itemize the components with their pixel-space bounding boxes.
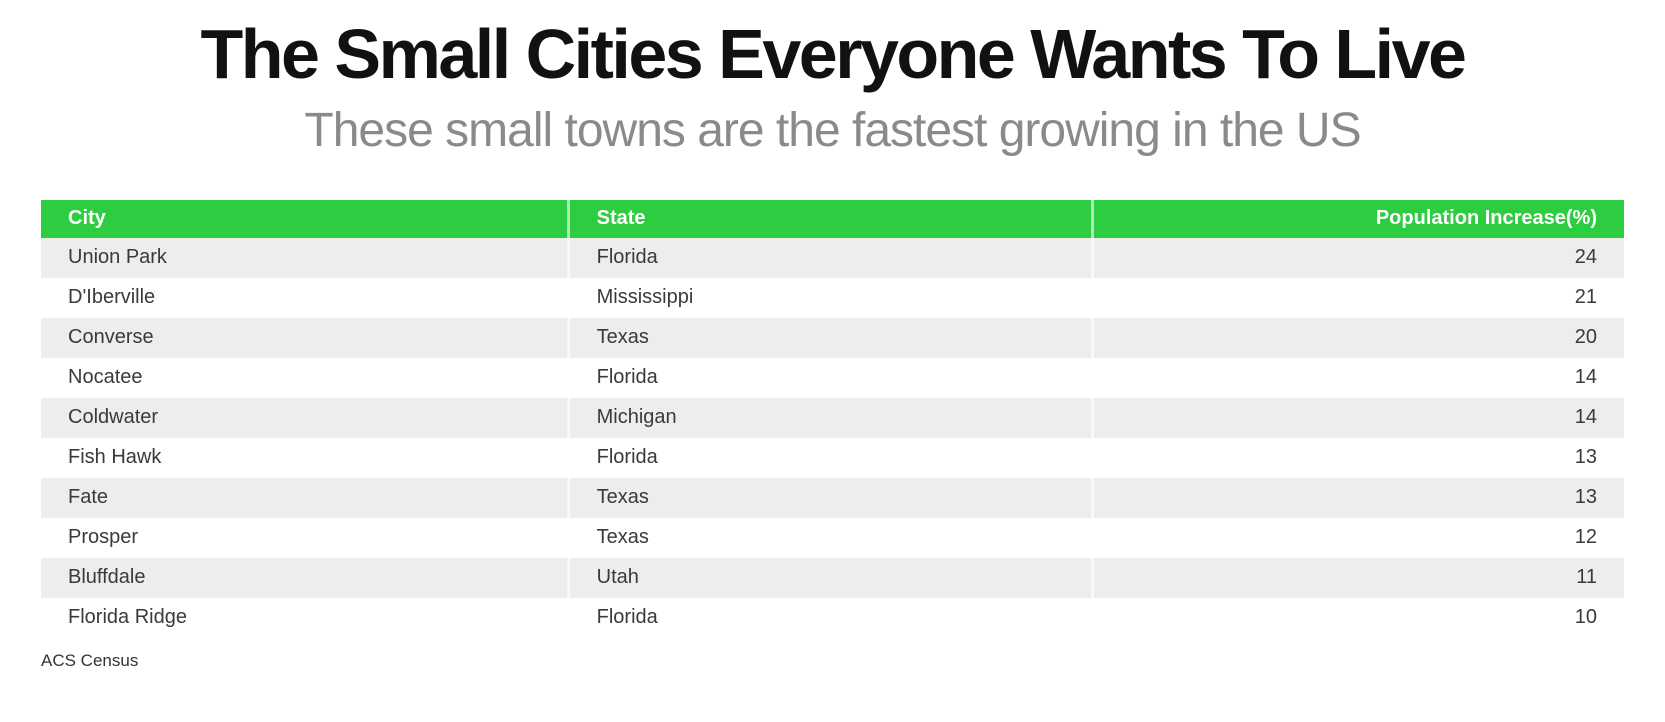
cell-population: 13 [1574, 486, 1597, 509]
table-row: Converse Texas 20 [41, 317, 1624, 358]
cell-population: 11 [1576, 566, 1597, 589]
cell-city: Nocatee [41, 357, 570, 398]
table-row: D'Iberville Mississippi 21 [41, 277, 1624, 318]
table-row: Florida Ridge Florida 10 [41, 597, 1624, 638]
cell-population: 21 [1574, 286, 1597, 309]
cell-state: Mississippi [568, 277, 1094, 318]
page: The Small Cities Everyone Wants To Live … [41, 15, 1624, 670]
cell-population: 24 [1574, 246, 1597, 269]
source-note: ACS Census [41, 650, 139, 670]
cell-city: Fate [41, 477, 570, 518]
cell-population: 10 [1574, 606, 1597, 629]
table-row: Coldwater Michigan 14 [41, 397, 1624, 438]
cell-state: Texas [568, 317, 1094, 358]
table-row: Prosper Texas 12 [41, 517, 1624, 558]
table-row: Union Park Florida 24 [41, 237, 1624, 278]
cell-state: Florida [568, 357, 1094, 398]
cell-city: Florida Ridge [41, 597, 570, 638]
cell-city: Fish Hawk [41, 437, 570, 478]
cell-population: 20 [1574, 326, 1597, 349]
cell-state: Florida [568, 237, 1094, 278]
cell-city: Union Park [41, 237, 570, 278]
table-row: Bluffdale Utah 11 [41, 557, 1624, 598]
cell-city: Coldwater [41, 397, 570, 438]
cell-population: 14 [1574, 406, 1597, 429]
table-row: Fish Hawk Florida 13 [41, 437, 1624, 478]
cell-population: 14 [1574, 366, 1597, 389]
table-header-row: City State Population Increase(%) [41, 199, 1624, 238]
column-header-population-increase: Population Increase(%) [1092, 199, 1624, 238]
page-subtitle: These small towns are the fastest growin… [304, 103, 1361, 157]
cell-state: Utah [568, 557, 1094, 598]
cell-state: Michigan [568, 397, 1094, 438]
table-row: Fate Texas 13 [41, 477, 1624, 518]
cell-city: Bluffdale [41, 557, 570, 598]
cell-state: Florida [568, 437, 1094, 478]
cell-state: Texas [568, 477, 1094, 518]
cell-city: D'Iberville [41, 277, 570, 318]
column-header-state: State [568, 199, 1094, 238]
cell-city: Converse [41, 317, 570, 358]
cell-state: Florida [568, 597, 1094, 638]
cell-population: 13 [1574, 446, 1597, 469]
population-table: City State Population Increase(%) Union … [41, 199, 1624, 638]
cell-city: Prosper [41, 517, 570, 558]
page-title: The Small Cities Everyone Wants To Live [200, 15, 1467, 93]
cell-state: Texas [568, 517, 1094, 558]
table-row: Nocatee Florida 14 [41, 357, 1624, 398]
cell-population: 12 [1574, 526, 1597, 549]
column-header-city: City [41, 199, 570, 238]
